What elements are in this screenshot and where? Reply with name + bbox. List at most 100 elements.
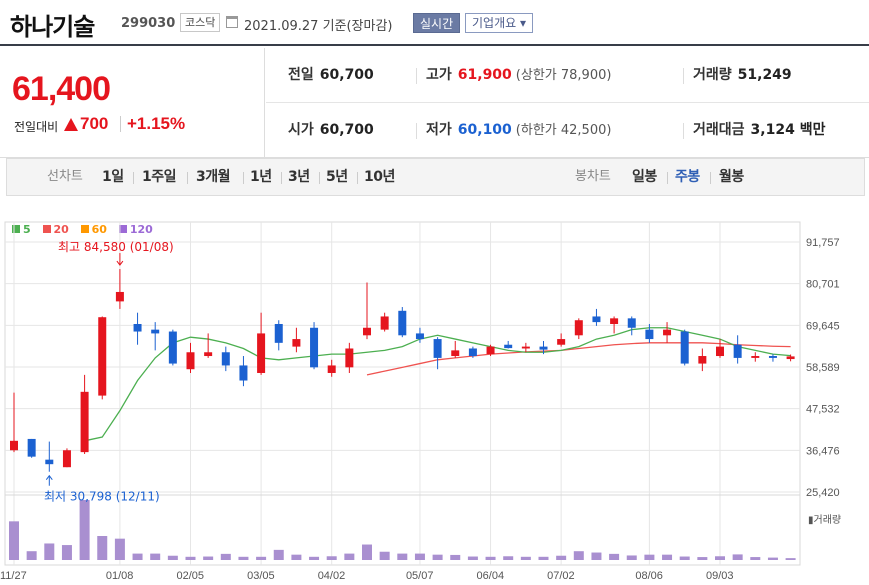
volume-bar [326,556,337,560]
candle-body [115,291,124,302]
volume-bar [432,554,443,560]
volume-bar [732,554,743,560]
volume-bar [256,556,267,560]
y-tick-label: 58,589 [806,362,840,374]
candle-body [504,344,513,349]
volume-bar [44,543,55,560]
volume-bar [626,555,637,560]
volume-bar [573,551,584,560]
quote-panel: 61,400 전일대비 700 +1.15% 전일 60,700 고가 61,900… [0,48,869,158]
line-chart-label: 선차트 [47,169,83,184]
candle-body [274,323,283,343]
realtime-button[interactable]: 실시간 [413,13,461,33]
volume-bar [220,553,231,560]
open-price: 시가 60,700 [288,122,374,138]
volume-bar [662,554,673,560]
volume-bar [503,556,514,560]
volume-bar [132,553,143,560]
volume-bar [185,556,196,560]
market-badge: 코스닥 [180,13,221,32]
volume-bar [644,554,655,560]
period-3m[interactable]: 3개월 [196,169,231,185]
period-1y[interactable]: 1년 [250,169,272,185]
volume-bar [715,556,725,560]
period-1w[interactable]: 1주일 [142,169,177,185]
legend-ma20[interactable]: 20 [42,223,69,236]
volume-bar [203,556,214,560]
candle-body [186,352,195,370]
chart-frame [4,221,801,566]
y-tick-label: 25,420 [806,487,840,499]
ma5-line [84,327,791,442]
legend-ma60[interactable]: 60 [80,223,107,236]
period-1d[interactable]: 1일 [102,169,124,185]
x-tick-label: 08/06 [635,570,663,582]
volume-bar [679,556,690,560]
candle-body [539,346,548,350]
volume-bar [609,553,620,560]
candle-body [380,316,389,330]
change-label: 전일대비 [14,120,59,134]
y-tick-label: 69,645 [806,320,840,332]
ma-legend: 5 20 60 120 [12,223,161,236]
candle-body [680,331,689,364]
candle-monthly[interactable]: 월봉 [719,169,744,185]
volume-bar [785,558,796,560]
volume-bar [291,554,302,560]
volume-bar [767,557,778,560]
candle-body [486,346,495,355]
stock-chart[interactable]: 91,757 80,701 69,645 58,589 47,532 36,476 25,4… [0,212,869,585]
calendar-icon [226,16,238,28]
divider [120,116,121,132]
candle-body [716,346,724,357]
volume-bar [79,500,90,560]
candle-chart-label: 봉차트 [575,169,611,184]
volume-bar [750,557,761,560]
volume-bar [26,551,37,560]
change-percent: +1.15% [127,114,186,133]
legend-ma5[interactable]: 5 [12,223,31,236]
volume-bar [379,551,390,560]
company-info-dropdown[interactable]: 기업개요 ▾ [465,13,533,33]
trade-value: 거래대금 3,124 백만 [693,122,826,138]
volume-bar [538,556,549,560]
x-tick-label: 07/02 [547,570,575,582]
volume: 거래량 51,249 [693,67,792,83]
candle-weekly[interactable]: 주봉 [675,169,700,185]
volume-bar [697,557,708,560]
candle-body [592,316,601,323]
volume-bar [414,553,425,560]
volume-bar [450,554,461,560]
candle-body [98,317,107,396]
candle-body [292,339,301,347]
chart-period-bar: 선차트 1일 1주일 3개월 1년 3년 5년 10년 봉차트 일봉 주봉 월봉 [6,158,865,196]
x-tick-label: 02/05 [177,570,205,582]
stock-name: 하나기술 [10,13,95,41]
candle-body [133,323,142,332]
x-tick-label: 05/07 [406,570,434,582]
candle-body [80,391,89,453]
candle-body [768,356,777,358]
candle-body [433,339,442,358]
candle-body [327,365,336,373]
quote-row-2: 시가 60,700 저가 60,100 (하한가 42,500) 거래대금 3,124 … [266,103,869,158]
candle-body [45,459,54,465]
candle-daily[interactable]: 일봉 [632,169,657,185]
volume-bar [485,556,496,560]
period-10y[interactable]: 10년 [364,169,395,185]
low-annotation: 최저 30,798 (12/11) [44,490,160,504]
volume-bar [309,556,320,560]
stock-code: 299030 [121,16,176,31]
volume-bar [467,556,478,560]
y-tick-label: 91,757 [806,237,840,249]
candle-body [698,356,707,364]
candle-body [751,356,760,358]
period-5y[interactable]: 5년 [326,169,348,185]
legend-ma120[interactable]: 120 [118,223,153,236]
volume-bar [591,552,602,560]
period-3y[interactable]: 3년 [288,169,310,185]
candlestick-chart[interactable]: 91,757 80,701 69,645 58,589 47,532 36,476 25,4… [0,212,869,585]
quote-row-1: 전일 60,700 고가 61,900 (상한가 78,900) 거래량 51,249 [266,48,869,103]
volume-bar [397,553,408,560]
candle-body [786,356,795,360]
